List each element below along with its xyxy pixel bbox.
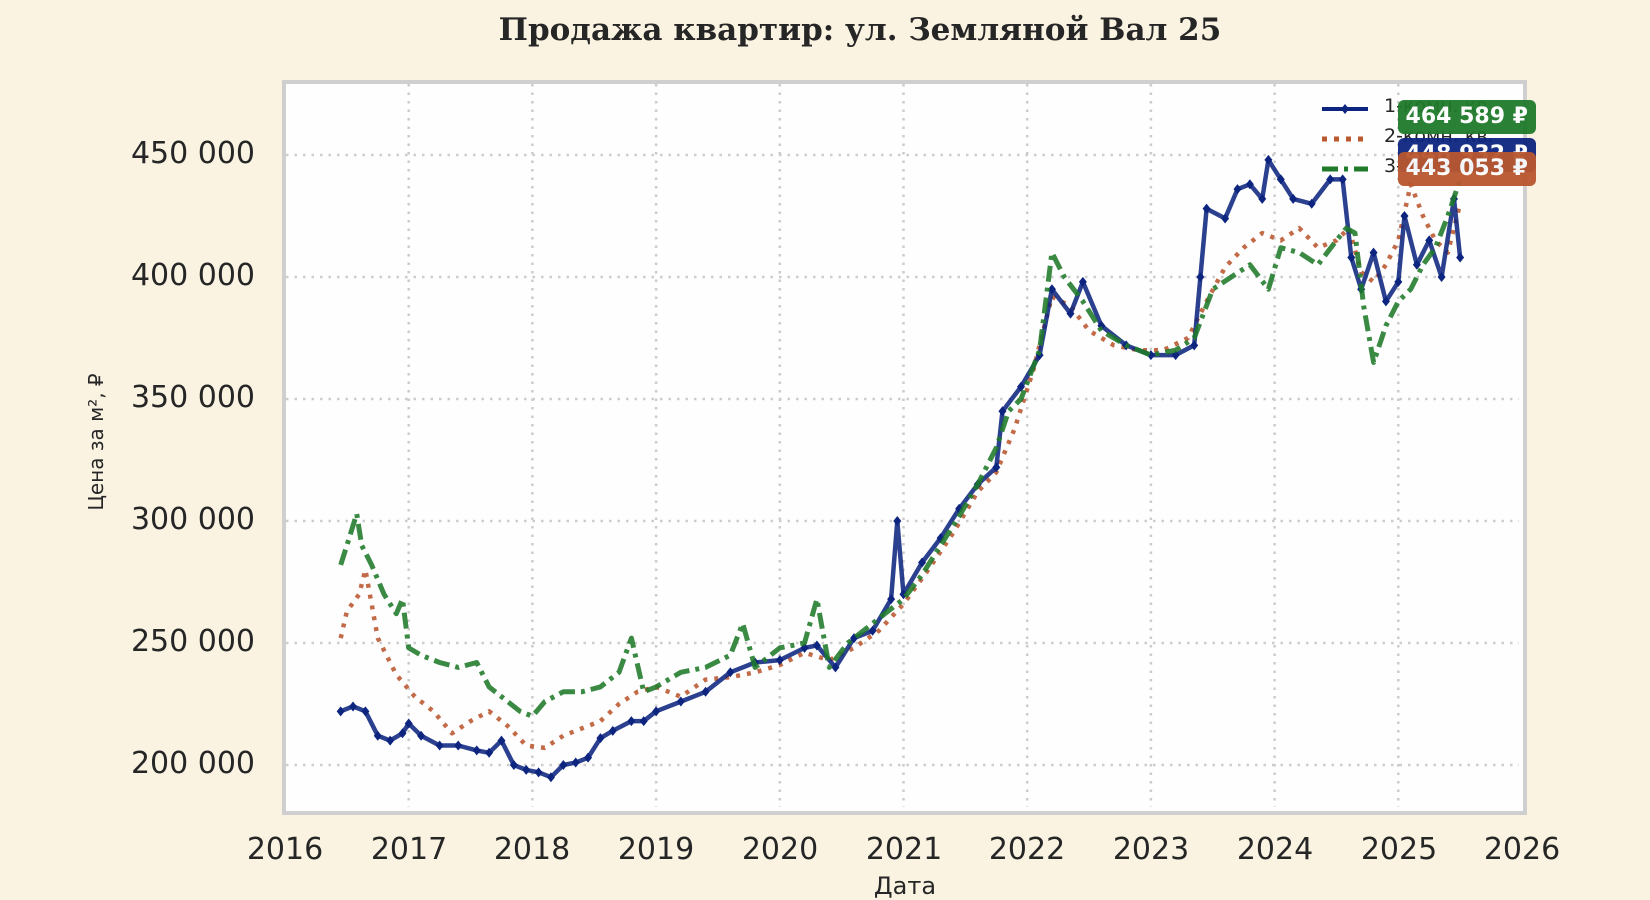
x-tick: 2016 xyxy=(246,832,324,867)
y-tick: 350 000 xyxy=(130,380,255,415)
data-point-marker xyxy=(509,760,518,770)
data-point-marker xyxy=(1245,179,1254,190)
data-point-marker xyxy=(918,557,927,568)
grid-lines xyxy=(286,84,1519,807)
data-point-marker xyxy=(1289,193,1298,204)
data-point-marker xyxy=(812,640,821,651)
data-point-marker xyxy=(775,655,784,666)
data-point-marker xyxy=(559,760,568,770)
data-point-marker xyxy=(726,667,735,678)
y-tick: 400 000 xyxy=(130,258,255,293)
x-tick: 2024 xyxy=(1236,832,1314,867)
data-point-marker xyxy=(1066,308,1075,319)
x-tick: 2025 xyxy=(1360,832,1438,867)
data-point-marker xyxy=(639,716,648,727)
data-point-marker xyxy=(1437,272,1446,282)
data-point-marker xyxy=(485,747,494,758)
data-point-marker xyxy=(1047,284,1056,295)
data-point-marker xyxy=(1369,247,1378,258)
data-point-marker xyxy=(584,752,593,763)
data-point-marker xyxy=(1412,259,1421,270)
data-point-marker xyxy=(676,696,685,707)
data-point-marker xyxy=(1258,193,1267,204)
data-point-marker xyxy=(1338,174,1347,185)
x-tick: 2026 xyxy=(1483,832,1561,867)
data-point-marker xyxy=(1347,252,1356,263)
data-point-marker xyxy=(1394,276,1403,287)
data-point-marker xyxy=(1190,340,1199,351)
legend-dotted-line-icon xyxy=(1322,136,1368,142)
y-tick: 300 000 xyxy=(130,502,255,537)
data-point-marker xyxy=(1307,198,1316,209)
data-point-marker xyxy=(1221,213,1230,224)
data-point-marker xyxy=(472,745,481,756)
x-tick: 2017 xyxy=(370,832,448,867)
data-point-marker xyxy=(386,735,395,746)
x-tick: 2019 xyxy=(617,832,695,867)
last-value-badge-3-room: 464 589 ₽ xyxy=(1397,100,1536,134)
data-point-marker xyxy=(652,706,661,717)
data-point-marker xyxy=(404,718,413,729)
x-tick: 2021 xyxy=(865,832,943,867)
plot-area xyxy=(282,80,1527,815)
x-tick: 2018 xyxy=(493,832,571,867)
data-point-marker xyxy=(1196,272,1205,282)
data-point-marker xyxy=(1078,276,1087,287)
x-tick: 2020 xyxy=(741,832,819,867)
series-line xyxy=(338,178,1463,719)
data-point-marker xyxy=(608,725,617,736)
data-point-marker xyxy=(1276,174,1285,185)
data-point-marker xyxy=(868,625,877,636)
data-point-marker xyxy=(1233,184,1242,195)
data-point-marker xyxy=(1017,381,1026,392)
series-lines xyxy=(336,154,1465,783)
data-point-marker xyxy=(887,594,896,605)
data-point-marker xyxy=(701,686,710,697)
data-point-marker xyxy=(435,740,444,751)
data-point-marker xyxy=(497,735,506,746)
data-point-marker xyxy=(1400,211,1409,221)
data-point-marker xyxy=(398,728,407,739)
chart-title: Продажа квартир: ул. Земляной Вал 25 xyxy=(498,12,1222,48)
data-point-marker xyxy=(1326,174,1335,185)
data-point-marker xyxy=(992,462,1001,473)
data-point-marker xyxy=(373,730,382,741)
data-point-marker xyxy=(534,767,543,778)
data-point-marker xyxy=(336,706,345,717)
data-point-marker xyxy=(596,733,605,744)
y-tick: 450 000 xyxy=(130,136,255,171)
x-axis-label: Дата xyxy=(873,872,937,900)
data-point-marker xyxy=(546,772,555,783)
last-value-badge-2-room: 443 053 ₽ xyxy=(1397,152,1536,186)
data-point-marker xyxy=(571,757,580,768)
data-point-marker xyxy=(1264,154,1273,165)
data-point-marker xyxy=(1425,235,1434,246)
y-tick: 200 000 xyxy=(130,746,255,781)
y-tick: 250 000 xyxy=(130,624,255,659)
x-tick: 2023 xyxy=(1112,832,1190,867)
data-point-marker xyxy=(349,701,358,712)
legend-solid-line-icon xyxy=(1322,104,1368,114)
data-point-marker xyxy=(1456,252,1465,263)
data-point-marker xyxy=(1381,296,1390,307)
data-point-marker xyxy=(522,764,531,775)
data-point-marker xyxy=(627,716,636,727)
data-point-marker xyxy=(454,740,463,751)
legend-dashdot-line-icon xyxy=(1322,166,1368,172)
x-tick: 2022 xyxy=(988,832,1066,867)
data-point-marker xyxy=(998,406,1007,417)
data-point-marker xyxy=(361,706,370,717)
data-point-marker xyxy=(831,662,840,673)
data-point-marker xyxy=(417,730,426,741)
data-point-marker xyxy=(893,516,902,526)
data-point-marker xyxy=(1202,203,1211,214)
series-line xyxy=(338,182,1463,751)
